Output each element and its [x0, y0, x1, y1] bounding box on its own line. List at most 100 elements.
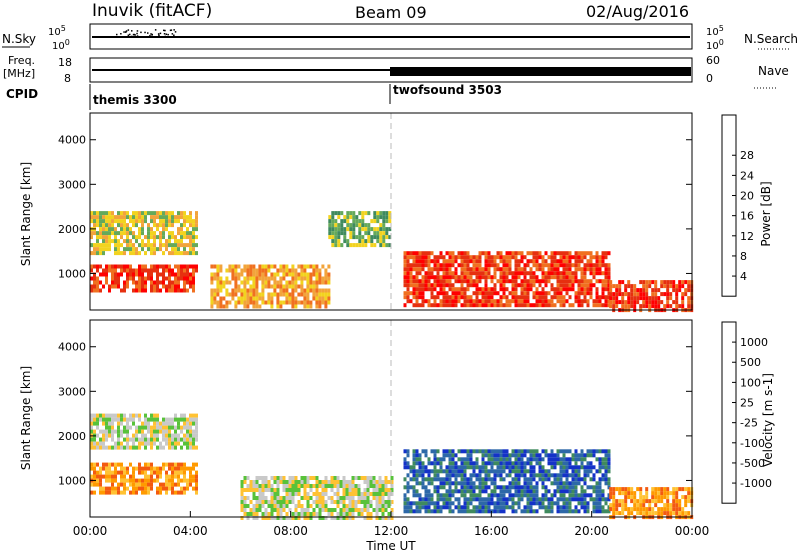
range-cell	[499, 299, 503, 304]
range-cell	[511, 449, 515, 454]
range-cell	[279, 268, 283, 273]
noise-dot	[164, 29, 166, 32]
range-cell	[192, 272, 195, 277]
range-cell	[406, 481, 410, 486]
range-cell	[108, 235, 111, 240]
range-cell	[514, 485, 518, 490]
range-cell	[267, 484, 271, 488]
range-cell	[123, 478, 126, 483]
range-cell	[123, 413, 126, 418]
range-cell	[475, 291, 479, 296]
range-cell	[430, 481, 434, 486]
range-cell	[660, 300, 664, 305]
range-cell	[478, 263, 482, 268]
range-cell	[508, 505, 512, 510]
range-cell	[538, 299, 542, 304]
range-cell	[147, 437, 150, 442]
range-cell	[351, 476, 355, 480]
range-cell	[144, 413, 147, 418]
range-cell	[565, 449, 569, 454]
range-cell	[141, 280, 144, 285]
range-cell	[550, 275, 554, 280]
range-cell	[463, 497, 467, 502]
range-cell	[645, 280, 649, 285]
range-cell	[517, 461, 521, 466]
range-cell	[466, 275, 470, 280]
range-cell	[195, 429, 198, 434]
range-cell	[478, 485, 482, 490]
range-cell	[621, 487, 625, 492]
range-cell	[550, 303, 554, 308]
range-cell	[162, 284, 165, 289]
range-cell	[102, 211, 105, 216]
range-cell	[445, 453, 449, 458]
range-cell	[535, 501, 539, 506]
range-cell	[90, 462, 93, 467]
range-cell	[135, 211, 138, 216]
range-cell	[678, 288, 682, 293]
range-cell	[336, 480, 340, 484]
range-cell	[577, 251, 581, 256]
range-cell	[120, 272, 123, 277]
range-cell	[595, 485, 599, 490]
range-cell	[150, 288, 153, 293]
range-cell	[490, 461, 494, 466]
range-cell	[529, 267, 533, 272]
range-cell	[129, 251, 132, 256]
range-cell	[463, 255, 467, 260]
range-cell	[387, 492, 391, 496]
range-cell	[478, 303, 482, 308]
range-cell	[285, 268, 289, 273]
range-cell	[165, 288, 168, 293]
range-cell	[520, 299, 524, 304]
range-cell	[430, 283, 434, 288]
range-cell	[150, 470, 153, 475]
range-cell	[93, 482, 96, 487]
range-cell	[159, 243, 162, 248]
nsearch-label: N.Search	[744, 32, 798, 46]
range-cell	[96, 215, 99, 220]
range-cell	[556, 477, 560, 482]
range-cell	[442, 295, 446, 300]
range-cell	[481, 271, 485, 276]
range-cell	[448, 485, 452, 490]
range-cell	[574, 259, 578, 264]
range-cell	[460, 457, 464, 462]
range-cell	[171, 490, 174, 495]
range-cell	[346, 219, 350, 224]
range-cell	[520, 295, 524, 300]
range-cell	[424, 497, 428, 502]
range-cell	[309, 288, 313, 293]
y-tick-label: 1000	[58, 267, 86, 280]
range-cell	[258, 276, 262, 281]
range-cell	[315, 500, 319, 504]
range-cell	[390, 516, 394, 520]
range-cell	[141, 272, 144, 277]
range-cell	[324, 268, 328, 273]
range-cell	[639, 288, 643, 293]
range-cell	[294, 300, 298, 305]
range-cell	[306, 288, 310, 293]
range-cell	[508, 481, 512, 486]
range-cell	[448, 251, 452, 256]
range-cell	[282, 516, 286, 520]
range-cell	[454, 295, 458, 300]
range-cell	[445, 299, 449, 304]
range-cell	[559, 283, 563, 288]
range-cell	[168, 272, 171, 277]
range-cell	[156, 425, 159, 430]
range-cell	[126, 429, 129, 434]
range-cell	[556, 501, 560, 506]
range-cell	[633, 495, 637, 500]
range-cell	[556, 271, 560, 276]
range-cell	[529, 497, 533, 502]
range-cell	[189, 433, 192, 438]
range-cell	[273, 272, 277, 277]
range-cell	[328, 235, 332, 240]
range-cell	[255, 268, 259, 273]
range-cell	[415, 449, 419, 454]
range-cell	[487, 295, 491, 300]
range-cell	[192, 231, 195, 236]
range-cell	[99, 478, 102, 483]
range-cell	[297, 292, 301, 297]
